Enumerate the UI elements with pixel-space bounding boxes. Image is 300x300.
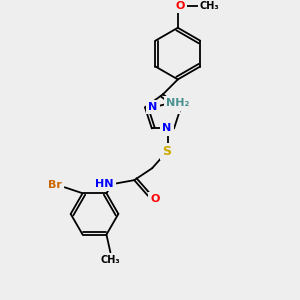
Text: N: N [168, 102, 178, 112]
Text: N: N [148, 102, 158, 112]
Text: O: O [175, 1, 184, 11]
Text: CH₃: CH₃ [200, 1, 219, 11]
Text: HN: HN [95, 179, 114, 189]
Text: N: N [162, 124, 172, 134]
Text: O: O [150, 194, 160, 204]
Text: NH₂: NH₂ [166, 98, 189, 108]
Text: S: S [163, 145, 172, 158]
Text: Br: Br [48, 180, 62, 190]
Text: CH₃: CH₃ [100, 255, 120, 266]
